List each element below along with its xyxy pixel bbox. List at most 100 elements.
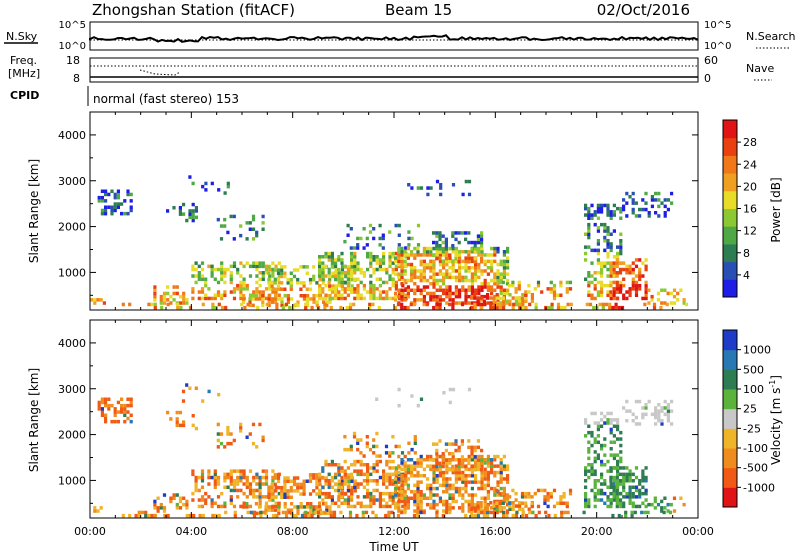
echo-cell — [429, 506, 433, 510]
echo-cell — [612, 293, 616, 297]
echo-cell — [600, 271, 604, 275]
echo-cell — [232, 287, 237, 291]
echo-cell — [644, 479, 648, 483]
echo-cell — [191, 287, 195, 291]
echo-cell — [394, 490, 398, 494]
echo-cell — [210, 296, 214, 301]
colorbar-tick-label: -25 — [743, 422, 761, 435]
echo-cell — [670, 201, 674, 205]
echo-cell — [596, 210, 600, 214]
echo-cell — [622, 504, 626, 509]
echo-cell — [593, 287, 597, 291]
echo-cell — [565, 280, 569, 285]
echo-cell — [422, 278, 426, 283]
echo-cell — [340, 495, 344, 499]
echo-cell — [276, 485, 281, 490]
echo-cell — [239, 261, 243, 265]
echo-cell — [419, 275, 423, 280]
echo-cell — [609, 411, 613, 416]
echo-cell — [590, 296, 594, 301]
echo-cell — [276, 473, 281, 477]
echo-cell — [479, 501, 483, 505]
echo-cell — [162, 301, 167, 305]
echo-cell — [229, 214, 233, 219]
echo-cell — [622, 495, 626, 499]
echo-cell — [442, 499, 446, 504]
echo-cell — [318, 479, 322, 483]
echo-cell — [385, 504, 389, 509]
echo-cell — [650, 198, 654, 202]
echo-cell — [352, 435, 357, 439]
echo-cell — [191, 218, 195, 223]
echo-cell — [159, 298, 163, 302]
echo-cell — [129, 419, 133, 424]
echo-cell — [378, 293, 382, 297]
echo-cell — [273, 281, 277, 285]
echo-cell — [646, 510, 650, 515]
echo-cell — [601, 302, 605, 307]
echo-cell — [240, 302, 244, 307]
echo-cell — [289, 479, 293, 483]
echo-cell — [388, 255, 392, 259]
echo-cell — [116, 205, 120, 209]
echo-cell — [302, 492, 306, 496]
echo-cell — [406, 294, 410, 299]
echo-cell — [261, 294, 265, 298]
echo-cell — [397, 509, 401, 513]
echo-cell — [191, 472, 195, 477]
echo-cell — [464, 237, 468, 242]
echo-cell — [422, 474, 426, 478]
echo-cell — [242, 472, 246, 477]
echo-cell — [267, 495, 271, 499]
echo-cell — [110, 211, 114, 216]
echo-cell — [293, 505, 297, 509]
echo-cell — [324, 296, 328, 301]
echo-cell — [330, 501, 334, 505]
echo-cell — [239, 422, 243, 427]
echo-cell — [527, 290, 531, 294]
echo-cell — [224, 305, 228, 310]
echo-cell — [290, 297, 294, 301]
echo-cell — [600, 491, 604, 496]
echo-cell — [113, 407, 117, 411]
echo-cell — [638, 267, 642, 272]
echo-cell — [556, 293, 560, 297]
echo-cell — [464, 458, 468, 462]
echo-cell — [609, 482, 613, 486]
echo-cell — [194, 488, 198, 493]
echo-cell — [600, 264, 604, 269]
echo-cell — [400, 474, 404, 478]
echo-cell — [489, 302, 493, 307]
echo-cell — [495, 305, 499, 310]
echo-cell — [340, 475, 344, 480]
echo-cell — [451, 387, 456, 392]
echo-cell — [359, 280, 363, 285]
echo-cell — [258, 485, 262, 489]
echo-cell — [394, 506, 398, 510]
echo-cell — [267, 508, 271, 512]
echo-cell — [353, 459, 357, 464]
echo-cell — [451, 234, 455, 238]
echo-cell — [356, 495, 360, 499]
echo-cell — [175, 285, 179, 289]
echo-cell — [350, 498, 354, 502]
echo-cell — [96, 298, 100, 302]
echo-cell — [403, 269, 407, 273]
echo-cell — [350, 290, 354, 294]
echo-cell — [213, 482, 217, 486]
echo-cell — [631, 491, 635, 496]
echo-cell — [324, 501, 328, 505]
power-heatmap — [90, 175, 689, 310]
echo-cell — [289, 495, 293, 499]
echo-cell — [126, 189, 130, 193]
echo-cell — [413, 464, 417, 468]
echo-cell — [204, 293, 208, 297]
echo-cell — [422, 458, 426, 462]
echo-cell — [267, 281, 271, 285]
echo-cell — [104, 413, 108, 417]
echo-cell — [502, 496, 506, 500]
echo-cell — [280, 495, 284, 499]
echo-cell — [584, 245, 588, 249]
echo-cell — [346, 504, 350, 509]
colorbar-swatch — [723, 467, 737, 488]
